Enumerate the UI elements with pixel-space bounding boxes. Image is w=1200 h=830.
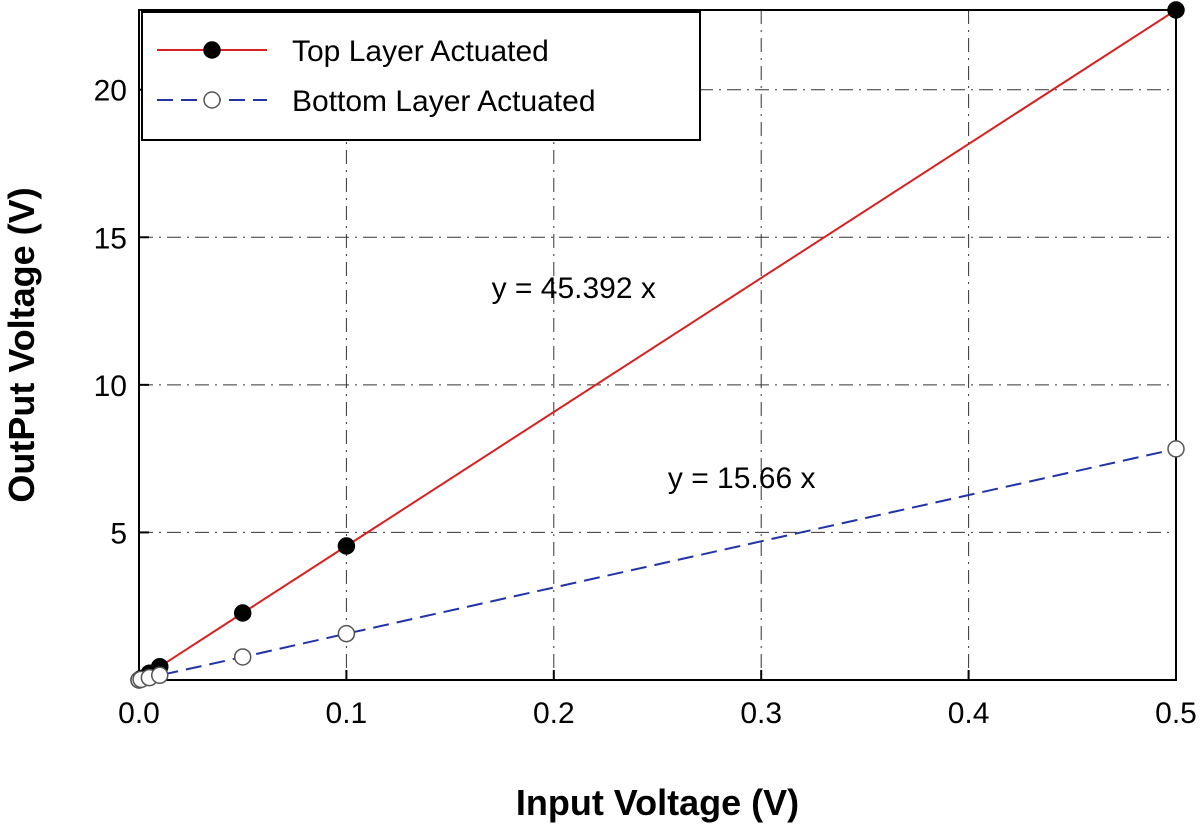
equation-annotation: y = 15.66 x xyxy=(668,462,816,495)
y-tick-label: 15 xyxy=(94,222,127,255)
data-point-series-1 xyxy=(337,537,356,555)
data-point-series-2 xyxy=(1167,440,1185,458)
axis-ticks: 0.0 0.1 0.2 0.3 0.4 0.5 5 10 15 20 xyxy=(94,75,1197,730)
series xyxy=(130,1,1185,689)
equation-annotation: y = 45.392 x xyxy=(492,272,656,305)
y-tick-label: 10 xyxy=(94,370,127,403)
legend-marker xyxy=(203,91,221,109)
y-tick-label: 20 xyxy=(94,75,127,108)
data-point-series-2 xyxy=(233,648,252,666)
legend-label: Top Layer Actuated xyxy=(292,35,549,68)
x-tick-label: 0.2 xyxy=(533,697,575,730)
y-tick-label: 5 xyxy=(110,517,127,550)
x-axis-title: Input Voltage (V) xyxy=(516,782,799,823)
legend: Top Layer Actuated Bottom Layer Actuated xyxy=(141,11,701,141)
legend-box xyxy=(141,11,701,141)
data-point-series-1 xyxy=(233,604,252,622)
data-point-series-1 xyxy=(1167,1,1185,19)
x-tick-label: 0.4 xyxy=(948,697,990,730)
x-tick-label: 0.0 xyxy=(118,697,160,730)
x-tick-label: 0.3 xyxy=(740,697,782,730)
data-point-series-2 xyxy=(150,666,169,685)
x-tick-label: 0.1 xyxy=(326,697,368,730)
plot-frame xyxy=(138,9,1177,681)
data-point-series-2 xyxy=(337,624,356,643)
y-axis-title: OutPut Voltage (V) xyxy=(1,187,42,502)
legend-marker xyxy=(203,41,221,59)
annotations: y = 45.392 x y = 15.66 x xyxy=(492,272,816,495)
series-line-2 xyxy=(138,447,1177,681)
legend-label: Bottom Layer Actuated xyxy=(292,85,596,118)
x-tick-label: 0.5 xyxy=(1155,697,1197,730)
